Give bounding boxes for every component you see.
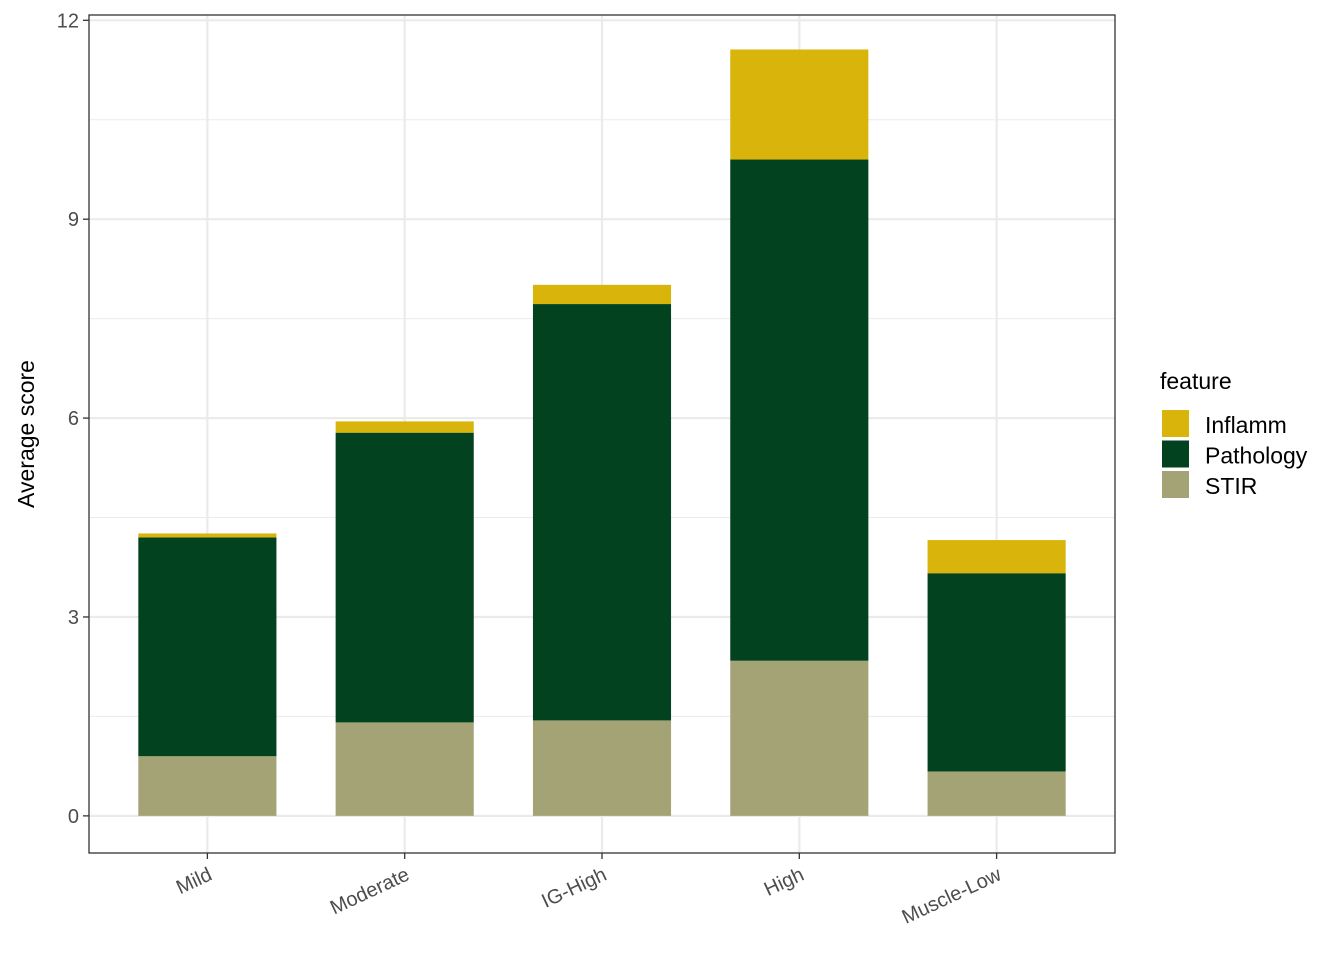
y-tick-label: 0 bbox=[68, 806, 79, 828]
bar-pathology-mild bbox=[138, 537, 277, 757]
bar-stir-moderate bbox=[335, 722, 474, 816]
y-tick-label: 6 bbox=[68, 408, 79, 430]
x-tick-label: IG-High bbox=[538, 864, 610, 913]
x-tick-label: High bbox=[761, 864, 808, 901]
bars bbox=[138, 49, 1066, 816]
y-axis-title: Average score bbox=[13, 360, 39, 508]
legend-key-inflamm bbox=[1162, 410, 1189, 437]
legend: feature Inflamm Pathology STIR bbox=[1160, 368, 1308, 499]
bar-pathology-ig-high bbox=[532, 304, 672, 721]
legend-label-inflamm: Inflamm bbox=[1205, 412, 1287, 438]
y-tick-label: 12 bbox=[57, 10, 79, 32]
bar-inflamm-ig-high bbox=[532, 284, 672, 305]
legend-label-stir: STIR bbox=[1205, 473, 1257, 499]
legend-key-stir bbox=[1162, 471, 1189, 498]
x-tick-label: Mild bbox=[173, 864, 216, 899]
bar-stir-muscle-low bbox=[927, 771, 1066, 816]
bar-inflamm-moderate bbox=[335, 421, 474, 433]
bar-inflamm-muscle-low bbox=[927, 540, 1066, 574]
legend-key-pathology bbox=[1162, 440, 1189, 468]
x-tick-label: Muscle-Low bbox=[899, 863, 1006, 928]
bar-pathology-muscle-low bbox=[927, 573, 1066, 772]
legend-label-pathology: Pathology bbox=[1205, 443, 1308, 469]
x-tick-label: Moderate bbox=[327, 864, 413, 920]
bar-stir-high bbox=[730, 660, 869, 816]
bar-inflamm-high bbox=[730, 49, 869, 160]
bar-pathology-moderate bbox=[335, 432, 474, 723]
bar-inflamm-mild bbox=[138, 533, 277, 538]
bar-stir-mild bbox=[138, 756, 277, 816]
y-tick-label: 9 bbox=[68, 209, 79, 231]
bar-stir-ig-high bbox=[532, 720, 672, 816]
bar-pathology-high bbox=[730, 159, 869, 661]
y-tick-label: 3 bbox=[68, 607, 79, 629]
legend-title: feature bbox=[1160, 368, 1232, 394]
